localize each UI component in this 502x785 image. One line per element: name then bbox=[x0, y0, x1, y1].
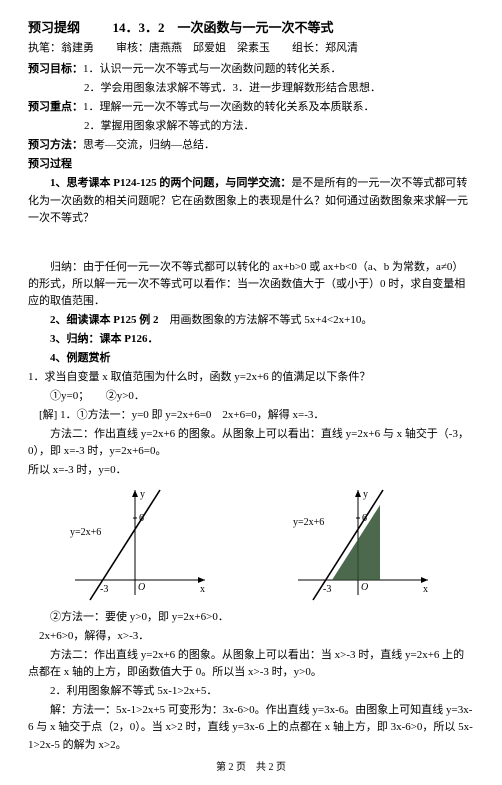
summary-text: 由于任何一元一次不等式都可以转化的 ax+b>0 或 ax+b<0（a、b 为常… bbox=[28, 261, 465, 307]
q2-rest: 用画数图象的方法解不等式 5x+4<2x+10。 bbox=[169, 314, 372, 326]
title-right: 14．3．2 一次函数与一元一次不等式 bbox=[113, 20, 334, 35]
fig1-ylabel: y bbox=[140, 489, 145, 500]
q4: 4、例题赏析 bbox=[28, 350, 474, 367]
fig2-xtick: -3 bbox=[323, 584, 331, 595]
figure-1: y x 6 -3 O y=2x+6 bbox=[65, 485, 215, 605]
post-sol: 解：方法一：5x-1>2x+5 可变形为：3x-6>0。作出直线 y=3x-6。… bbox=[28, 702, 474, 753]
post-ex2: 2．利用图象解不等式 5x-1>2x+5． bbox=[28, 683, 474, 700]
goal-1: 1．认识一元一次不等式与一次函数问题的转化关系． bbox=[83, 63, 342, 75]
goal-2: 2．学会用图象法求解不等式．3．进一步理解数形结合思想． bbox=[28, 80, 474, 97]
ex1-opts: ①y=0； ②y>0． bbox=[39, 388, 474, 405]
q3: 3、归纳：课本 P126． bbox=[28, 331, 474, 348]
fig2-xlabel: x bbox=[423, 584, 428, 595]
keypoint-1: 1．理解一元一次不等式与一次函数的转化关系及本质联系． bbox=[83, 101, 375, 113]
ex1-stem: 1．求当自变量 x 取值范围为什么时，函数 y=2x+6 的值满足以下条件？ bbox=[28, 369, 474, 386]
post-p2: 2x+6>0，解得，x>-3． bbox=[39, 628, 474, 645]
ex1-m2a: 方法二：作出直线 y=2x+6 的图象。从图象上可以看出：直线 y=2x+6 与… bbox=[28, 426, 474, 460]
q2-head: 2、细读课本 P125 例 2 bbox=[50, 314, 158, 326]
fig2-origin: O bbox=[361, 582, 368, 593]
ex1-m2b: 所以 x=-3 时，y=0． bbox=[28, 462, 474, 479]
process-label: 预习过程 bbox=[28, 158, 72, 170]
goals-label: 预习目标： bbox=[28, 63, 83, 75]
sol-label: [解] bbox=[39, 409, 57, 421]
page-footer: 第 2 页 共 2 页 bbox=[28, 760, 474, 776]
method-text: 思考—交流，归纳—总结． bbox=[83, 139, 215, 151]
fig2-ylabel: y bbox=[363, 489, 368, 500]
authors-line: 执笔：翁建勇 审核：唐燕燕 邱爱姐 梁素玉 组长：郑风清 bbox=[28, 40, 474, 57]
method-label: 预习方法： bbox=[28, 139, 83, 151]
fig2-eqn: y=2x+6 bbox=[293, 517, 324, 528]
fig2-ytick: 6 bbox=[362, 513, 367, 524]
fig1-eqn: y=2x+6 bbox=[70, 527, 101, 538]
post-p3: 方法二：作出直线 y=2x+6 的图象。从图象上可以看出：当 x>-3 时，直线… bbox=[28, 647, 474, 681]
figure-2: y x 6 -3 O y=2x+6 bbox=[288, 485, 438, 605]
keypoint-2: 2．掌握用图象求解不等式的方法． bbox=[28, 118, 474, 135]
fig1-xlabel: x bbox=[200, 584, 205, 595]
q1-head: 1、思考课本 P124-125 的两个问题，与同学交流： bbox=[50, 177, 291, 189]
figures-row: y x 6 -3 O y=2x+6 y x 6 bbox=[28, 485, 474, 605]
keypoints-label: 预习重点： bbox=[28, 101, 83, 113]
title-left: 预习提纲 bbox=[28, 20, 80, 35]
fig1-ytick: 6 bbox=[139, 513, 144, 524]
sol1-text: 1．①方法一：y=0 即 y=2x+6=0 2x+6=0，解得 x=-3． bbox=[60, 409, 324, 421]
fig1-origin: O bbox=[138, 582, 145, 593]
summary-lead: 归纳： bbox=[50, 261, 83, 273]
post-p1: ②方法一：要使 y>0，即 y=2x+6>0． bbox=[28, 609, 474, 626]
fig1-xtick: -3 bbox=[100, 584, 108, 595]
